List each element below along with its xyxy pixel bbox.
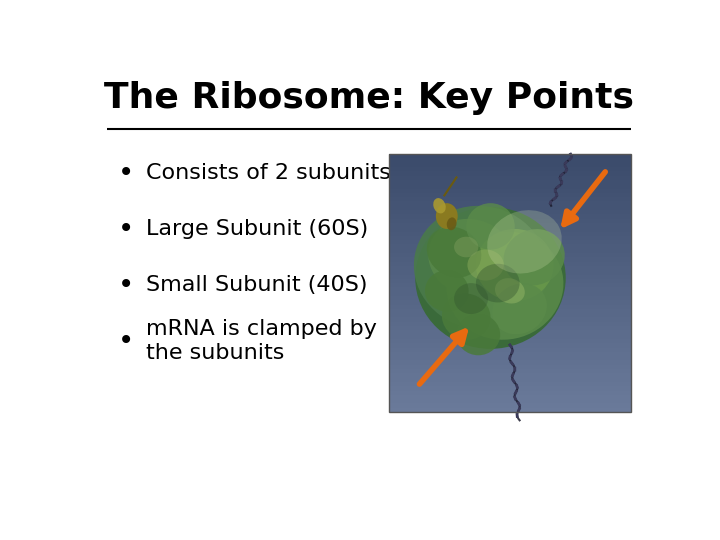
Bar bbox=[389, 232, 631, 236]
Bar bbox=[389, 159, 631, 163]
Ellipse shape bbox=[476, 229, 554, 301]
Ellipse shape bbox=[414, 206, 548, 329]
Bar bbox=[389, 296, 631, 300]
Ellipse shape bbox=[467, 203, 515, 249]
Bar bbox=[389, 403, 631, 408]
Text: •: • bbox=[118, 327, 134, 355]
Ellipse shape bbox=[428, 219, 514, 296]
Bar bbox=[389, 339, 631, 343]
Bar bbox=[389, 240, 631, 245]
Bar bbox=[389, 399, 631, 403]
Ellipse shape bbox=[454, 237, 478, 258]
Bar bbox=[389, 318, 631, 322]
Ellipse shape bbox=[492, 284, 547, 334]
Text: The Ribosome: Key Points: The Ribosome: Key Points bbox=[104, 81, 634, 115]
Bar bbox=[389, 258, 631, 261]
Bar bbox=[389, 253, 631, 258]
Bar bbox=[389, 184, 631, 188]
Bar bbox=[389, 305, 631, 309]
Bar bbox=[389, 154, 631, 159]
Bar bbox=[389, 180, 631, 184]
Bar bbox=[389, 206, 631, 210]
Bar bbox=[389, 300, 631, 305]
Bar bbox=[389, 214, 631, 219]
Bar bbox=[389, 227, 631, 232]
Bar bbox=[389, 364, 631, 369]
Bar bbox=[389, 352, 631, 356]
Bar bbox=[389, 279, 631, 283]
Ellipse shape bbox=[503, 229, 564, 286]
Ellipse shape bbox=[495, 278, 525, 303]
Bar bbox=[389, 313, 631, 318]
Ellipse shape bbox=[476, 264, 520, 302]
Bar bbox=[389, 236, 631, 240]
Bar bbox=[389, 249, 631, 253]
Text: Small Subunit (40S): Small Subunit (40S) bbox=[145, 275, 367, 295]
Bar bbox=[389, 176, 631, 180]
Bar bbox=[389, 335, 631, 339]
Bar bbox=[389, 245, 631, 249]
Bar bbox=[389, 356, 631, 360]
Bar bbox=[389, 223, 631, 227]
Ellipse shape bbox=[433, 198, 446, 213]
Bar bbox=[389, 274, 631, 279]
Bar bbox=[389, 154, 631, 412]
Bar bbox=[389, 261, 631, 266]
Ellipse shape bbox=[487, 210, 562, 274]
Ellipse shape bbox=[467, 249, 504, 280]
Bar bbox=[389, 167, 631, 171]
Bar bbox=[389, 360, 631, 364]
Ellipse shape bbox=[456, 314, 500, 355]
Text: mRNA is clamped by
the subunits: mRNA is clamped by the subunits bbox=[145, 319, 377, 363]
Bar bbox=[389, 270, 631, 274]
Text: Consists of 2 subunits: Consists of 2 subunits bbox=[145, 163, 391, 183]
Bar bbox=[389, 343, 631, 348]
Ellipse shape bbox=[446, 232, 564, 340]
Bar bbox=[389, 326, 631, 330]
Bar bbox=[389, 210, 631, 214]
Bar bbox=[389, 266, 631, 270]
Text: •: • bbox=[118, 271, 134, 299]
Ellipse shape bbox=[442, 293, 490, 340]
Text: Large Subunit (60S): Large Subunit (60S) bbox=[145, 219, 368, 239]
Bar bbox=[389, 386, 631, 390]
Bar bbox=[389, 348, 631, 352]
Text: •: • bbox=[118, 215, 134, 243]
Bar bbox=[389, 287, 631, 292]
Bar bbox=[389, 322, 631, 326]
Ellipse shape bbox=[454, 283, 488, 314]
Bar bbox=[389, 219, 631, 223]
Ellipse shape bbox=[425, 270, 469, 312]
Ellipse shape bbox=[415, 207, 566, 349]
Bar bbox=[389, 163, 631, 167]
Ellipse shape bbox=[436, 203, 458, 229]
Ellipse shape bbox=[446, 218, 456, 230]
Text: •: • bbox=[118, 159, 134, 187]
Bar bbox=[389, 309, 631, 313]
Bar bbox=[389, 377, 631, 382]
Bar bbox=[389, 283, 631, 287]
Bar bbox=[389, 395, 631, 399]
Bar bbox=[389, 390, 631, 395]
Bar bbox=[389, 201, 631, 206]
Bar bbox=[389, 193, 631, 197]
Bar bbox=[389, 373, 631, 377]
Bar bbox=[389, 382, 631, 386]
Bar bbox=[389, 292, 631, 296]
Bar bbox=[389, 408, 631, 412]
Bar bbox=[389, 171, 631, 176]
Bar bbox=[389, 369, 631, 373]
Bar bbox=[389, 330, 631, 335]
Bar bbox=[389, 188, 631, 193]
Ellipse shape bbox=[427, 227, 482, 278]
Bar bbox=[389, 197, 631, 201]
